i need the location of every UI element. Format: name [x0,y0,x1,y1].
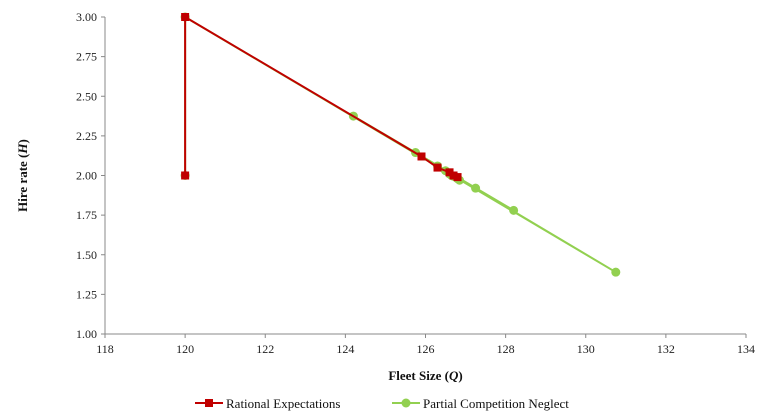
data-point [449,171,458,180]
axes: 1.00 1.25 1.50 1.75 2.00 2.25 2.50 2.75 3.00 118 1… [76,10,755,356]
y-tick-label: 2.75 [76,50,97,64]
x-tick-label: 134 [737,342,755,356]
legend-label: Rational Expectations [226,396,340,411]
legend-label: Partial Competition Neglect [423,396,569,411]
y-tick-label: 3.00 [76,10,97,24]
x-axis-title: Fleet Size (Q) [388,368,462,383]
legend-item: Rational Expectations [195,396,340,411]
y-tick-label: 1.25 [76,287,97,301]
data-point [181,171,190,180]
axis-labels: Fleet Size (Q) Hire rate (H) [15,139,463,383]
data-point [509,205,519,215]
data-point [471,183,481,193]
data-point [433,163,442,172]
series-rational-expectations [181,13,462,182]
y-axis-title-var: H [15,143,30,155]
y-tick-label: 1.75 [76,208,97,222]
y-tick-label: 2.50 [76,89,97,103]
y-tick-label: 2.25 [76,129,97,143]
legend-marker [401,398,411,408]
x-tick-label: 126 [417,342,435,356]
x-tick-label: 118 [96,342,114,356]
y-tick-label: 2.00 [76,169,97,183]
series-line [184,15,458,179]
data-point [445,168,454,177]
y-axis-title-close: ) [15,139,30,143]
y-tick-label: 1.50 [76,248,97,262]
x-axis-title-var: Q [449,368,459,383]
data-point [611,267,621,277]
legend: Rational Expectations Partial Competition… [195,396,569,411]
data-point [181,13,190,21]
x-axis-title-close: ) [458,368,462,383]
x-tick-label: 124 [336,342,354,356]
y-axis-title-main: Hire rate ( [15,154,30,212]
x-tick-label: 122 [256,342,274,356]
x-tick-label: 132 [657,342,675,356]
x-axis-title-main: Fleet Size ( [388,368,449,383]
data-point [453,173,462,182]
x-tick-label: 128 [497,342,515,356]
y-tick-label: 1.00 [76,327,97,341]
legend-item: Partial Competition Neglect [392,396,569,411]
data-point [417,152,426,161]
series-layer [180,12,621,277]
x-tick-label: 130 [577,342,595,356]
x-tick-label: 120 [176,342,194,356]
legend-marker [205,399,213,407]
y-axis-title: Hire rate (H) [15,139,30,212]
